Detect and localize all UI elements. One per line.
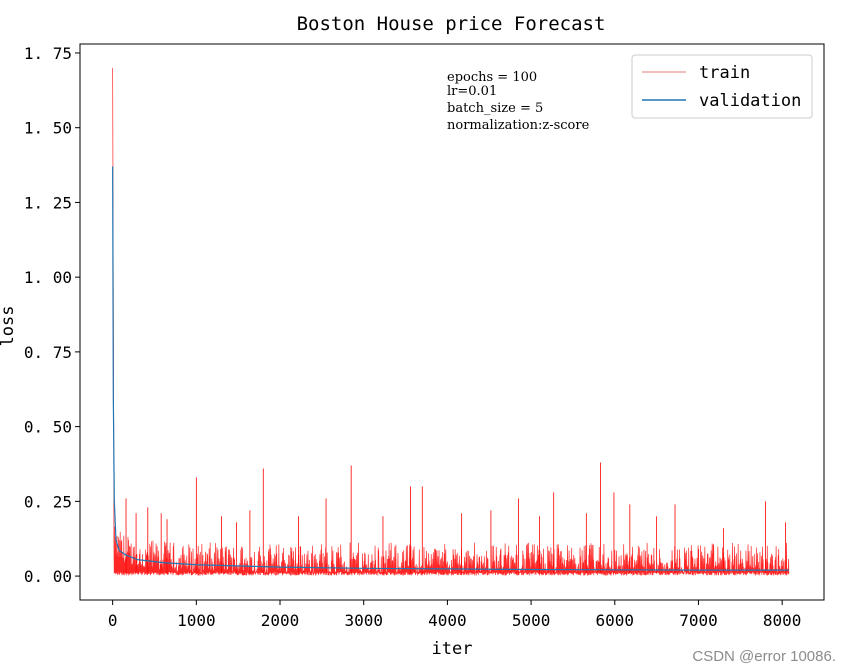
train-series	[112, 67, 790, 576]
y-axis: 0. 00 0. 25 0. 50 0. 75 1. 00 1. 25 1. 50 1. 75	[24, 44, 80, 586]
legend-train-label: train	[699, 63, 750, 83]
annotation-lr: lr=0.01	[447, 84, 497, 99]
annotation-epochs: epochs = 100	[447, 70, 537, 85]
y-tick-label: 0. 00	[24, 567, 72, 586]
y-tick-label: 0. 75	[24, 343, 72, 362]
x-tick-label: 0	[108, 611, 118, 630]
y-tick-label: 0. 50	[24, 418, 72, 437]
x-axis: 0 1000 2000 3000 4000 5000 6000 7000 8000	[108, 600, 802, 630]
x-tick-label: 5000	[512, 611, 551, 630]
hyperparameter-annotation: epochs = 100 lr=0.01 batch_size = 5 norm…	[447, 70, 590, 133]
x-tick-label: 4000	[428, 611, 467, 630]
x-tick-label: 3000	[344, 611, 383, 630]
annotation-batch-size: batch_size = 5	[447, 101, 543, 116]
validation-line	[112, 166, 789, 571]
x-tick-label: 6000	[596, 611, 635, 630]
annotation-normalization: normalization:z-score	[447, 118, 590, 133]
y-tick-label: 1. 50	[24, 119, 72, 138]
y-tick-label: 1. 25	[24, 193, 72, 212]
chart-title: Boston House price Forecast	[297, 13, 606, 35]
watermark: CSDN @error 10086.	[692, 648, 836, 665]
y-tick-label: 0. 25	[24, 492, 72, 511]
validation-series	[112, 166, 789, 571]
plot-area	[79, 43, 825, 601]
legend: train validation	[631, 54, 813, 119]
y-tick-label: 1. 75	[24, 44, 72, 63]
x-tick-label: 8000	[763, 611, 802, 630]
x-tick-label: 1000	[177, 611, 216, 630]
axes-frame	[79, 43, 825, 601]
legend-frame	[631, 54, 813, 119]
x-axis-label: iter	[432, 639, 473, 659]
y-tick-label: 1. 00	[24, 268, 72, 287]
legend-validation-label: validation	[699, 91, 801, 111]
x-tick-label: 2000	[261, 611, 300, 630]
y-axis-label: loss	[0, 306, 18, 347]
train-line	[112, 67, 790, 576]
x-tick-label: 7000	[679, 611, 718, 630]
